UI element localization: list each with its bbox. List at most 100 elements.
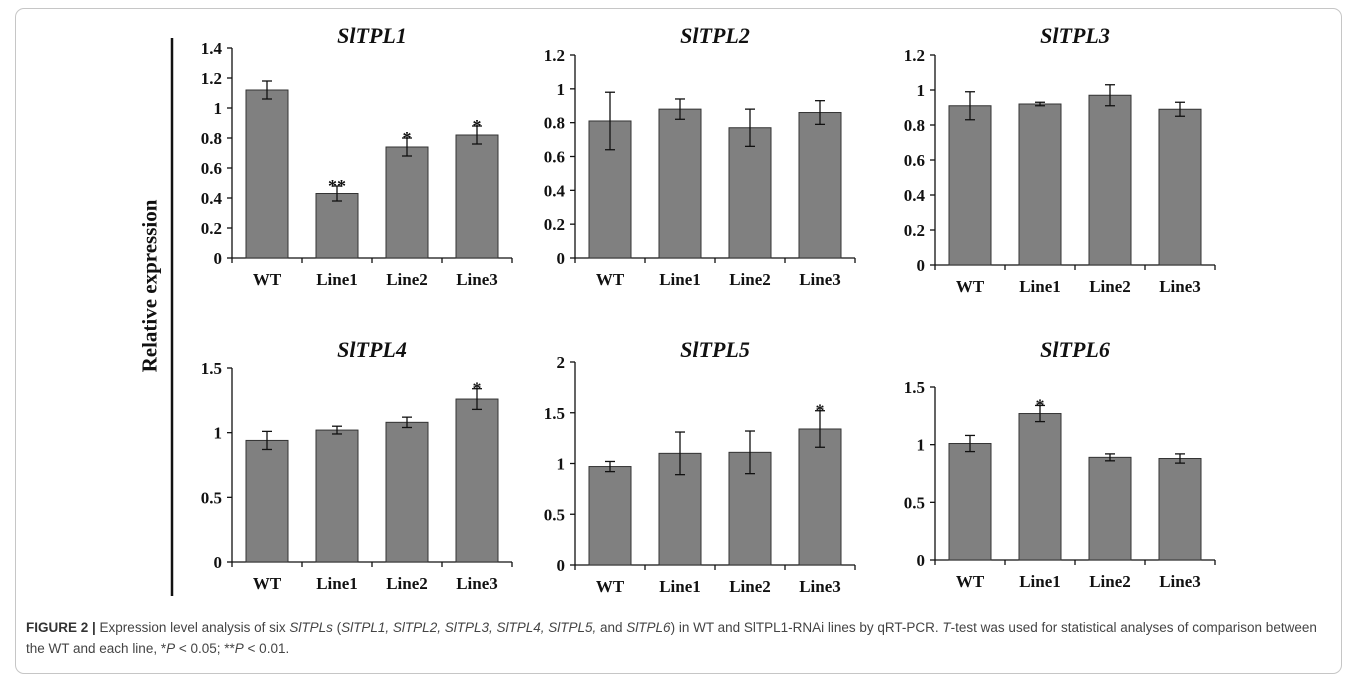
bar [588, 466, 632, 566]
significance-marker: * [1036, 395, 1045, 415]
y-tick-label: 0 [557, 556, 566, 575]
chart-title: SlTPL2 [680, 23, 750, 48]
y-tick-label: 1.2 [544, 46, 565, 65]
y-tick-label: 0.2 [544, 215, 565, 234]
y-tick-label: 0 [917, 256, 926, 275]
figure-caption: FIGURE 2 | Expression level analysis of … [26, 617, 1326, 659]
x-tick-label: WT [956, 572, 985, 591]
y-tick-label: 0.8 [544, 114, 565, 133]
y-tick-label: 0.5 [904, 493, 925, 512]
bar [245, 89, 289, 259]
caption-text: < 0.01. [243, 641, 290, 656]
y-tick-label: 1.5 [904, 378, 925, 397]
chart-panel-3: SlTPL3 0 0.2 0.4 0.6 0.8 1 1.2 WT Line1 Line2 Line3 [904, 23, 1216, 296]
y-tick-label: 0.4 [544, 181, 566, 200]
x-tick-label: Line1 [659, 270, 701, 289]
x-tick-label: Line2 [1089, 572, 1131, 591]
x-tick-label: Line1 [659, 577, 701, 596]
bar [658, 108, 702, 259]
bar [1088, 456, 1132, 561]
caption-italic: SlTPLs [289, 620, 333, 635]
x-tick-label: Line2 [386, 270, 428, 289]
bar [1158, 458, 1202, 561]
chart-panel-5: SlTPL5 0 0.5 1 1.5 2 WT Line1 Line2 Line3 * [544, 337, 856, 596]
caption-text: -test was used for statistical analyses … [26, 620, 1317, 656]
significance-marker: * [473, 379, 482, 399]
x-tick-label: Line3 [1159, 572, 1201, 591]
caption-italic: P [234, 641, 244, 656]
y-tick-label: 0 [214, 249, 223, 268]
caption-label: FIGURE 2 | [26, 620, 96, 635]
bar [1018, 103, 1062, 266]
y-tick-label: 0.2 [904, 221, 925, 240]
x-tick-label: Line2 [729, 270, 771, 289]
y-tick-label: 0.4 [201, 189, 223, 208]
y-tick-label: 1.4 [201, 39, 223, 58]
y-tick-label: 0.8 [201, 129, 222, 148]
chart-title: SlTPL3 [1040, 23, 1110, 48]
x-tick-label: WT [596, 577, 625, 596]
y-tick-label: 0 [214, 553, 223, 572]
significance-marker: * [473, 116, 482, 136]
x-tick-label: Line2 [386, 574, 428, 593]
x-tick-label: WT [253, 574, 282, 593]
x-tick-label: Line1 [316, 270, 358, 289]
bar [798, 112, 842, 259]
bar [728, 127, 772, 259]
y-tick-label: 1.5 [544, 404, 565, 423]
bar [385, 146, 429, 259]
y-tick-label: 0.5 [544, 505, 565, 524]
significance-marker: ** [328, 176, 346, 196]
y-tick-label: 0.5 [201, 488, 222, 507]
chart-panel-2: SlTPL2 0 0.2 0.4 0.6 0.8 1 1.2 WT Line1 Line2 Line3 [544, 23, 856, 289]
chart-title: SlTPL6 [1040, 337, 1110, 362]
x-tick-label: Line1 [1019, 277, 1061, 296]
y-tick-label: 1 [917, 436, 926, 455]
bar [455, 398, 499, 563]
x-tick-label: Line3 [456, 270, 498, 289]
x-tick-label: Line3 [456, 574, 498, 593]
y-tick-label: 1 [557, 80, 566, 99]
caption-text: ( [332, 620, 342, 635]
y-tick-label: 1.2 [201, 69, 222, 88]
x-tick-label: WT [596, 270, 625, 289]
significance-marker: * [816, 401, 825, 421]
y-tick-label: 1 [557, 455, 566, 474]
bar [1018, 413, 1062, 561]
caption-italic: P [166, 641, 176, 656]
y-tick-label: 0.2 [201, 219, 222, 238]
y-tick-label: 0.6 [904, 151, 925, 170]
chart-title: SlTPL5 [680, 337, 750, 362]
caption-italic: SlTPL1, SlTPL2, SlTPL3, SlTPL4, SlTPL5, [341, 620, 597, 635]
x-tick-label: Line1 [1019, 572, 1061, 591]
y-tick-label: 0.6 [201, 159, 222, 178]
y-tick-label: 1 [214, 99, 223, 118]
bar [1158, 108, 1202, 266]
caption-text: Expression level analysis of six [95, 620, 290, 635]
caption-text: < 0.05; ** [175, 641, 235, 656]
chart-title: SlTPL4 [337, 337, 407, 362]
y-tick-label: 0 [917, 551, 926, 570]
y-tick-label: 0.4 [904, 186, 926, 205]
y-tick-label: 0.6 [544, 148, 565, 167]
bar [385, 421, 429, 563]
x-tick-label: Line3 [799, 270, 841, 289]
bar [315, 429, 359, 563]
x-tick-label: Line2 [729, 577, 771, 596]
x-tick-label: WT [956, 277, 985, 296]
caption-text: and [596, 620, 627, 635]
x-tick-label: Line3 [799, 577, 841, 596]
y-tick-label: 1 [214, 424, 223, 443]
y-tick-label: 1.2 [904, 46, 925, 65]
bar [948, 443, 992, 561]
x-tick-label: Line3 [1159, 277, 1201, 296]
caption-italic: T [942, 620, 951, 635]
bar [798, 428, 842, 566]
x-tick-label: WT [253, 270, 282, 289]
chart-title: SlTPL1 [337, 23, 407, 48]
significance-marker: * [403, 128, 412, 148]
caption-text: ) in WT and SlTPL1-RNAi lines by qRT-PCR… [670, 620, 943, 635]
y-tick-label: 2 [557, 353, 566, 372]
